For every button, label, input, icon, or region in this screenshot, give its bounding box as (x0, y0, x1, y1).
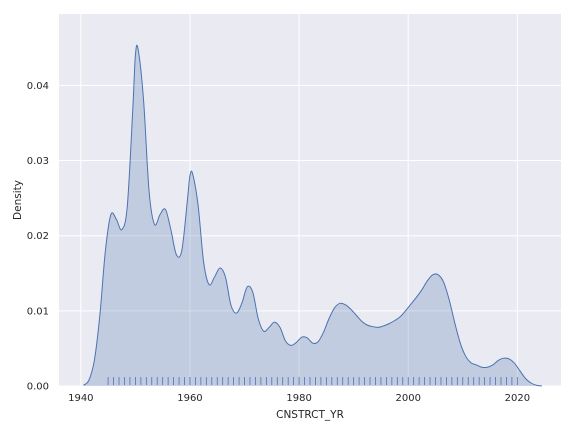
y-axis-label: Density (12, 180, 24, 220)
x-tick-label: 1940 (68, 393, 93, 404)
density-line (83, 44, 542, 387)
x-tick-label: 1980 (286, 393, 311, 404)
y-tick-label: 0.00 (27, 382, 49, 393)
x-tick-labels: 1940 1960 1980 2000 2020 (68, 393, 530, 404)
y-tick-labels: 0.00 0.01 0.02 0.03 0.04 (27, 81, 49, 393)
y-tick-label: 0.04 (27, 81, 49, 92)
density-area (83, 45, 542, 386)
grid-lines (59, 14, 561, 387)
rug-marks (107, 377, 518, 385)
x-tick-label: 1960 (177, 393, 202, 404)
plot-background (59, 14, 561, 386)
y-tick-label: 0.03 (27, 156, 49, 167)
y-tick-label: 0.02 (27, 231, 49, 242)
x-axis-label: CNSTRCT_YR (276, 409, 344, 421)
x-tick-label: 2000 (395, 393, 420, 404)
y-tick-label: 0.01 (27, 306, 49, 317)
x-tick-label: 2020 (505, 393, 530, 404)
